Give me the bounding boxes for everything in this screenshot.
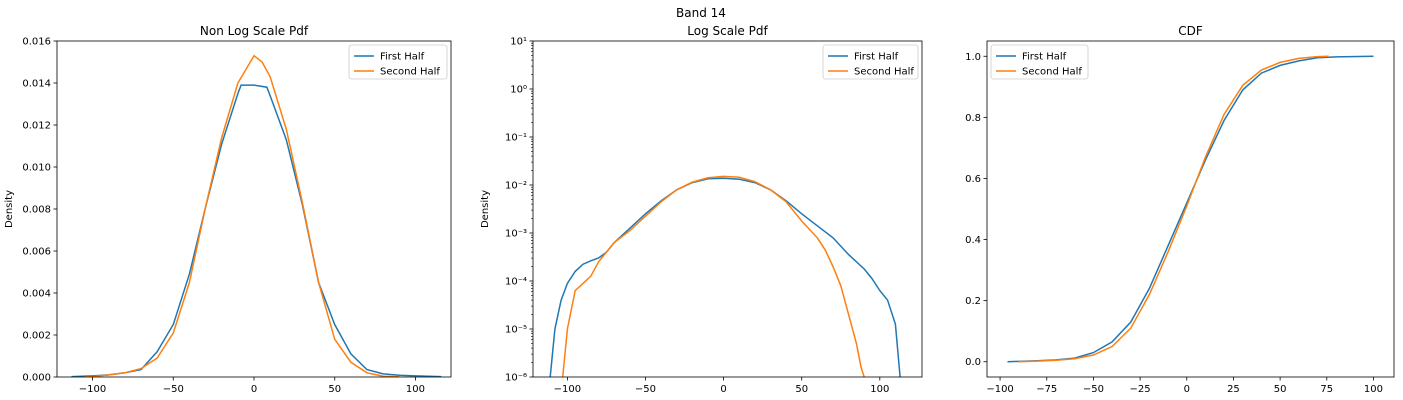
y-axis-label: Density <box>4 190 15 228</box>
y-tick-label: 10⁰ <box>510 85 527 96</box>
x-tick-label: 75 <box>1320 384 1333 395</box>
legend: First Half Second Half <box>822 44 919 80</box>
y-tick-label: 0.6 <box>965 174 981 185</box>
y-tick-label: 0.002 <box>22 331 51 342</box>
x-tick-label: −25 <box>1130 384 1151 395</box>
y-tick-label: 10⁻⁴ <box>505 277 527 288</box>
x-tick-label: 50 <box>328 384 341 395</box>
y-tick-label: 0.8 <box>965 113 981 124</box>
x-tick-label: 0 <box>1184 384 1190 395</box>
y-axis-label: Density <box>480 190 491 228</box>
x-tick-label: 100 <box>870 384 889 395</box>
y-tick-label: 0.4 <box>965 235 981 246</box>
legend: First Half Second Half <box>348 44 448 80</box>
x-tick-label: 50 <box>795 384 808 395</box>
figure-title: Band 14 <box>676 6 726 20</box>
y-tick-label: 0.000 <box>22 373 51 384</box>
legend-label: First Half <box>380 52 425 63</box>
y-tick-label: 0.008 <box>22 205 51 216</box>
series-line-first-half <box>71 84 442 377</box>
series-line-second-half <box>561 175 865 377</box>
legend-label: Second Half <box>1022 67 1082 78</box>
y-tick-label: 1.0 <box>965 52 981 63</box>
y-tick-label: 10⁻³ <box>505 229 527 240</box>
y-tick-label: 0.012 <box>22 121 51 132</box>
series-line-second-half <box>84 54 400 377</box>
y-tick-label: 0.0 <box>965 357 981 368</box>
chart-panel-1: Non Log Scale Pdf −100 −50 0 50 100 0.000 0.002… <box>4 24 452 395</box>
chart-title: Log Scale Pdf <box>687 24 768 38</box>
x-tick-label: 100 <box>406 384 425 395</box>
y-tick-label: 0.010 <box>22 163 51 174</box>
chart-panel-2: Log Scale Pdf −100 −50 0 50 100 10⁻⁶ 10⁻⁵ 10⁻⁴ 10… <box>480 24 923 395</box>
x-tick-label: 0 <box>720 384 726 395</box>
y-tick-label: 0.2 <box>965 296 981 307</box>
x-tick-label: 0 <box>251 384 257 395</box>
axes-frame <box>532 40 923 378</box>
x-tick-label: −100 <box>79 384 106 395</box>
x-tick-label: 100 <box>1364 384 1383 395</box>
legend-label: First Half <box>1022 52 1067 63</box>
chart-title: Non Log Scale Pdf <box>200 24 309 38</box>
legend-label: Second Half <box>854 67 914 78</box>
chart-panel-3: CDF −100 −75 −50 −25 0 25 50 75 100 0.0 0.2 0.4 0.6 0.… <box>965 24 1395 395</box>
y-tick-label: 0.016 <box>22 37 51 48</box>
legend-label: First Half <box>854 52 899 63</box>
y-tick-label: 10⁻² <box>505 181 527 192</box>
x-tick-label: 25 <box>1227 384 1240 395</box>
y-tick-label: 0.006 <box>22 247 51 258</box>
legend-label: Second Half <box>380 67 440 78</box>
y-tick-label: 0.004 <box>22 289 51 300</box>
x-tick-label: 50 <box>1274 384 1287 395</box>
x-tick-label: −50 <box>1083 384 1104 395</box>
legend: First Half Second Half <box>990 44 1089 80</box>
x-tick-label: −100 <box>986 384 1013 395</box>
x-tick-label: −100 <box>554 384 581 395</box>
chart-title: CDF <box>1178 24 1203 38</box>
y-tick-label: 0.014 <box>22 79 51 90</box>
x-tick-label: −50 <box>163 384 184 395</box>
x-tick-label: −50 <box>635 384 656 395</box>
y-tick-label: 10⁻⁶ <box>505 373 527 384</box>
y-tick-label: 10⁻¹ <box>505 133 527 144</box>
series-line-first-half <box>549 177 901 377</box>
y-tick-label: 10⁻⁵ <box>505 325 527 336</box>
axes-frame <box>986 40 1395 378</box>
x-tick-label: −75 <box>1036 384 1057 395</box>
y-tick-label: 10¹ <box>510 37 527 48</box>
series-line-second-half <box>1018 55 1329 363</box>
